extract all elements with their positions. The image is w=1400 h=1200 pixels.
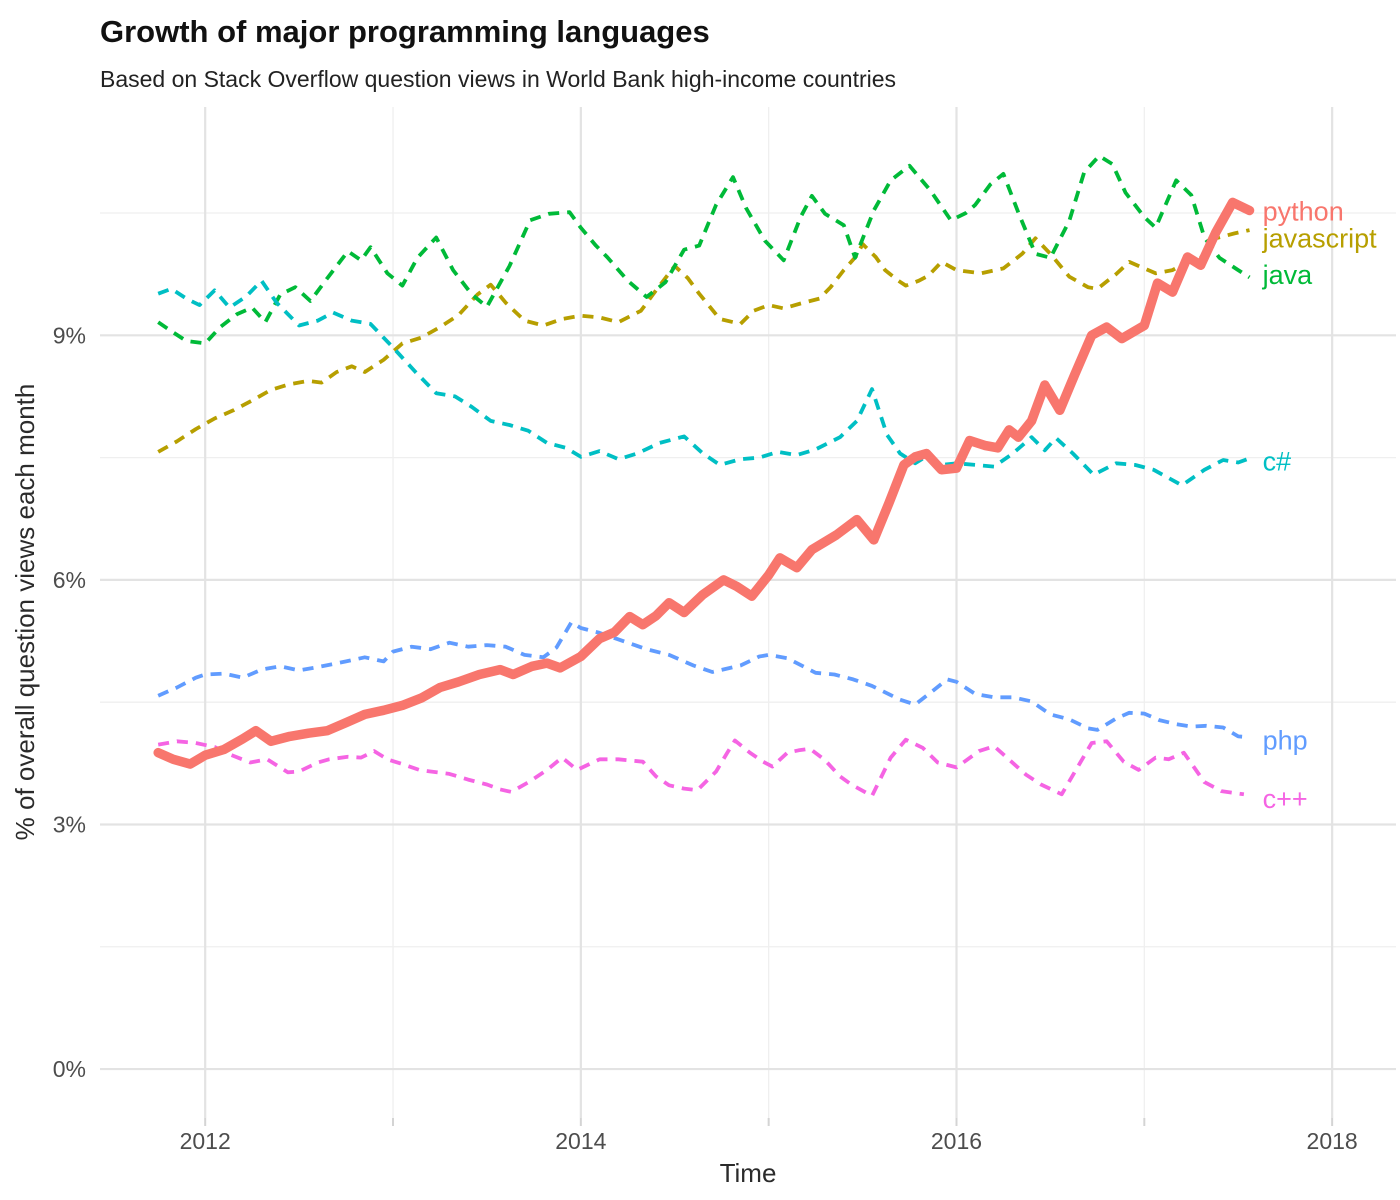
series-label-csharp: c# xyxy=(1263,447,1292,477)
series-label-python: python xyxy=(1263,196,1344,226)
x-tick-label-2014: 2014 xyxy=(555,1128,606,1154)
x-tick-label-2012: 2012 xyxy=(180,1128,231,1154)
x-tick-label-2016: 2016 xyxy=(931,1128,982,1154)
x-axis-title: Time xyxy=(720,1158,777,1188)
x-tick-label-2018: 2018 xyxy=(1307,1128,1358,1154)
y-tick-label-9%: 9% xyxy=(53,322,86,348)
series-label-cpp: c++ xyxy=(1263,784,1308,814)
y-axis-title: % of overall question views each month xyxy=(10,384,40,841)
y-tick-label-0%: 0% xyxy=(53,1056,86,1082)
series-line-javascript xyxy=(157,228,1250,454)
series-label-java: java xyxy=(1262,260,1314,290)
chart-subtitle: Based on Stack Overflow question views i… xyxy=(100,66,896,92)
chart-title: Growth of major programming languages xyxy=(100,14,710,49)
series-line-csharp xyxy=(157,278,1251,488)
series-label-javascript: javascript xyxy=(1262,223,1378,253)
series-line-cpp xyxy=(157,737,1245,798)
series-line-python xyxy=(153,197,1255,769)
y-tick-label-3%: 3% xyxy=(53,811,86,837)
axis-layer: 2012 2014 2016 2018 0% 3% 6% 9% xyxy=(53,322,1358,1154)
series-line-php xyxy=(157,620,1250,740)
series-layer: javascript java c# php c++ python xyxy=(153,153,1378,814)
y-tick-label-6%: 6% xyxy=(53,567,86,593)
series-line-java xyxy=(157,153,1251,346)
series-label-php: php xyxy=(1263,726,1308,756)
